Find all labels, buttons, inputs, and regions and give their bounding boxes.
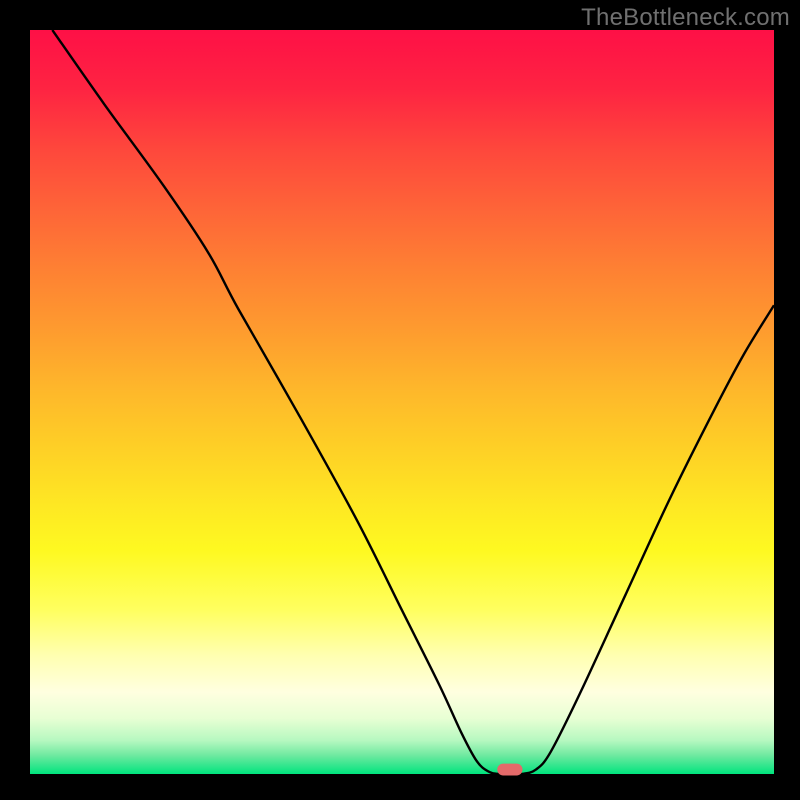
chart-stage: TheBottleneck.com [0, 0, 800, 800]
watermark-text: TheBottleneck.com [581, 4, 790, 32]
bottleneck-chart [0, 0, 800, 800]
gradient-background [30, 30, 774, 774]
optimum-marker [497, 764, 522, 776]
